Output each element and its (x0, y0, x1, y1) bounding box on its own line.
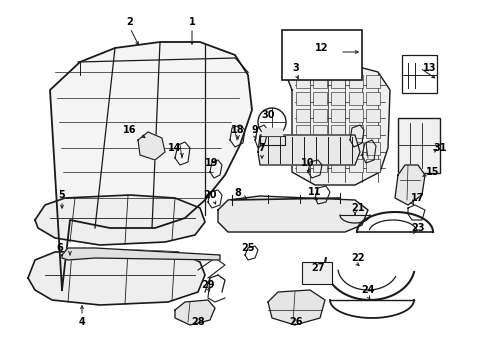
Text: 18: 18 (231, 125, 244, 135)
Bar (365, 109, 379, 122)
Text: 27: 27 (311, 263, 324, 273)
Text: 17: 17 (410, 193, 424, 203)
Bar (348, 142, 362, 155)
Bar (330, 142, 345, 155)
Bar (312, 142, 326, 155)
Text: 12: 12 (315, 43, 328, 53)
Text: 9: 9 (251, 125, 258, 135)
Bar (295, 92, 309, 105)
Text: 19: 19 (205, 158, 218, 168)
Polygon shape (394, 165, 424, 205)
Bar (348, 125, 362, 138)
Bar (397, 118, 439, 173)
Bar (348, 109, 362, 122)
Text: 28: 28 (191, 317, 204, 327)
Text: 3: 3 (292, 63, 299, 73)
Bar (282, 30, 361, 80)
Bar (312, 92, 326, 105)
Text: 16: 16 (123, 125, 137, 135)
Text: 13: 13 (423, 63, 436, 73)
Bar (295, 159, 309, 172)
Text: 24: 24 (361, 285, 374, 295)
Text: 6: 6 (57, 243, 63, 253)
Text: 11: 11 (307, 187, 321, 197)
Bar (330, 159, 345, 172)
Polygon shape (258, 135, 359, 165)
Polygon shape (262, 128, 282, 135)
Bar (365, 159, 379, 172)
Bar (312, 75, 326, 88)
Bar (330, 125, 345, 138)
Bar (312, 125, 326, 138)
Polygon shape (285, 62, 389, 185)
Text: 25: 25 (241, 243, 254, 253)
Bar (401, 55, 436, 93)
Polygon shape (175, 300, 215, 325)
Text: 15: 15 (426, 167, 439, 177)
Text: 1: 1 (188, 17, 195, 27)
Text: 8: 8 (234, 188, 241, 198)
Text: 29: 29 (201, 280, 214, 290)
Text: 30: 30 (261, 110, 274, 120)
Text: 10: 10 (301, 158, 314, 168)
Polygon shape (62, 248, 220, 260)
Bar (295, 142, 309, 155)
Text: 31: 31 (432, 143, 446, 153)
Bar (312, 159, 326, 172)
Bar (348, 75, 362, 88)
Text: 26: 26 (289, 317, 302, 327)
Bar (295, 125, 309, 138)
Text: 21: 21 (350, 203, 364, 213)
Bar (330, 75, 345, 88)
Bar (365, 142, 379, 155)
Text: 4: 4 (79, 317, 85, 327)
Text: 22: 22 (350, 253, 364, 263)
Bar (312, 109, 326, 122)
Text: 5: 5 (59, 190, 65, 200)
Bar (295, 75, 309, 88)
Bar (365, 125, 379, 138)
Polygon shape (138, 132, 164, 160)
Polygon shape (28, 250, 204, 305)
Polygon shape (218, 196, 367, 232)
Bar (365, 92, 379, 105)
Text: 2: 2 (126, 17, 133, 27)
Bar (330, 109, 345, 122)
Bar (295, 109, 309, 122)
Polygon shape (267, 290, 325, 325)
Polygon shape (50, 42, 251, 290)
Text: 23: 23 (410, 223, 424, 233)
Bar (348, 92, 362, 105)
Bar (330, 92, 345, 105)
Text: 14: 14 (168, 143, 182, 153)
Text: 20: 20 (203, 190, 216, 200)
Bar (302, 262, 331, 284)
Text: 7: 7 (258, 143, 265, 153)
Polygon shape (35, 195, 204, 245)
Bar (365, 75, 379, 88)
Bar (348, 159, 362, 172)
